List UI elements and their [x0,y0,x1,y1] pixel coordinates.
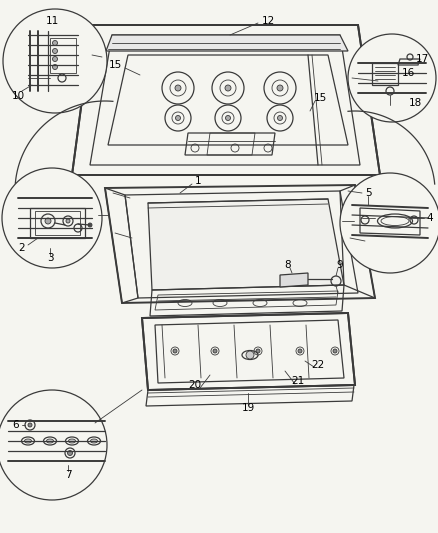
Ellipse shape [91,439,98,443]
Circle shape [88,223,92,227]
Circle shape [3,9,107,113]
Text: 21: 21 [291,376,304,386]
Text: 2: 2 [19,243,25,253]
Circle shape [0,390,107,500]
Text: 10: 10 [11,91,25,101]
Circle shape [176,116,180,120]
Circle shape [175,85,181,91]
Circle shape [213,349,217,353]
Text: 11: 11 [46,16,59,26]
Polygon shape [280,273,308,287]
Circle shape [278,116,283,120]
Text: 12: 12 [261,16,275,26]
Circle shape [225,85,231,91]
Circle shape [277,85,283,91]
Circle shape [67,450,73,456]
Text: 3: 3 [47,253,53,263]
Circle shape [2,168,102,268]
Circle shape [45,218,51,224]
Circle shape [28,423,32,427]
Text: 1: 1 [194,176,201,186]
Circle shape [53,41,57,45]
Circle shape [348,34,436,122]
Ellipse shape [68,439,75,443]
Ellipse shape [46,439,53,443]
Circle shape [53,56,57,61]
Text: 7: 7 [65,470,71,480]
Text: 9: 9 [337,260,343,270]
Polygon shape [105,185,375,303]
Circle shape [53,64,57,69]
Text: 5: 5 [365,188,371,198]
Text: 15: 15 [108,60,122,70]
Text: 8: 8 [285,260,291,270]
Circle shape [53,49,57,53]
Circle shape [226,116,230,120]
Circle shape [333,349,337,353]
Text: 15: 15 [313,93,327,103]
Text: 19: 19 [241,403,254,413]
Polygon shape [72,25,380,175]
Circle shape [256,349,260,353]
Text: 6: 6 [13,420,19,430]
Ellipse shape [25,439,32,443]
Text: 17: 17 [415,54,429,64]
Text: 20: 20 [188,380,201,390]
Polygon shape [148,199,344,290]
Circle shape [246,351,254,359]
Circle shape [298,349,302,353]
Polygon shape [142,313,355,390]
Circle shape [173,349,177,353]
Polygon shape [106,35,348,51]
Text: 4: 4 [427,213,433,223]
Text: 18: 18 [408,98,422,108]
Text: 16: 16 [401,68,415,78]
Circle shape [340,173,438,273]
Text: 22: 22 [311,360,325,370]
Circle shape [66,219,70,223]
